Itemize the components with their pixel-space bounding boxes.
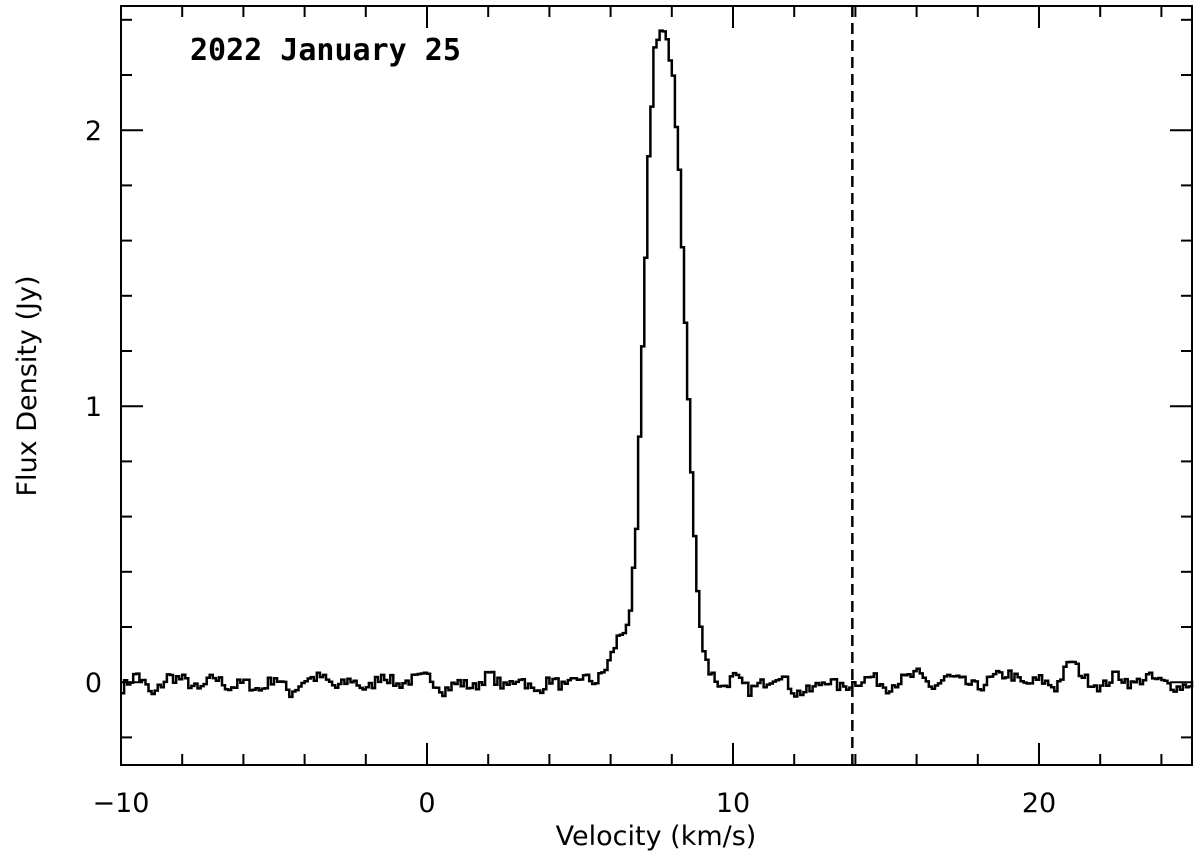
- observation-date-label: 2022 January 25: [190, 33, 461, 68]
- x-tick-label: −10: [93, 788, 150, 819]
- plot-frame: [120, 5, 1193, 766]
- x-axis-title: Velocity (km/s): [556, 821, 757, 852]
- x-tick-label: 10: [716, 788, 750, 819]
- tick-marks: [120, 6, 1192, 765]
- y-tick-label: 2: [85, 116, 102, 147]
- x-tick-label: 0: [418, 788, 435, 819]
- tick-labels: −10 0 10 20 0 1 2: [85, 116, 1056, 819]
- y-tick-label: 1: [85, 392, 102, 423]
- series-line: [121, 29, 1194, 699]
- x-tick-label: 20: [1022, 788, 1056, 819]
- y-tick-label: 0: [85, 668, 102, 699]
- y-axis-title: Flux Density (Jy): [12, 276, 43, 497]
